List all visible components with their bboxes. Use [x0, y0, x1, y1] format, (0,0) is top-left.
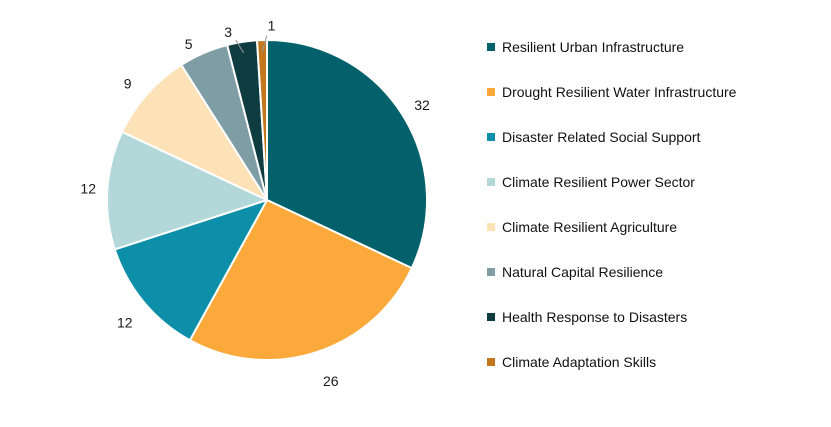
- legend-swatch-icon: [487, 43, 495, 51]
- legend-swatch-icon: [487, 178, 495, 186]
- legend-label: Climate Resilient Agriculture: [502, 219, 678, 235]
- legend-label: Disaster Related Social Support: [502, 129, 701, 145]
- leader-line-health-response-to-disasters: [235, 39, 245, 54]
- legend-item-health-response-to-disasters: Health Response to Disasters: [487, 309, 736, 325]
- pie-slice-resilient-urban-infrastructure: [266, 39, 428, 270]
- pie-slice-climate-adaptation-skills: [256, 38, 268, 201]
- leader-line-climate-adaptation-skills: [261, 35, 268, 52]
- pie-slice-disaster-related-social-support: [113, 199, 268, 342]
- slice-value-label: 26: [323, 373, 339, 389]
- slice-value-label: 3: [224, 24, 232, 40]
- legend-item-climate-resilient-agriculture: Climate Resilient Agriculture: [487, 219, 736, 235]
- legend-item-disaster-related-social-support: Disaster Related Social Support: [487, 129, 736, 145]
- legend-item-climate-adaptation-skills: Climate Adaptation Skills: [487, 354, 736, 370]
- slice-value-label: 32: [414, 97, 430, 113]
- legend-swatch-icon: [487, 358, 495, 366]
- legend-label: Climate Adaptation Skills: [502, 354, 657, 370]
- pie-slice-climate-resilient-agriculture: [121, 63, 268, 201]
- legend-item-climate-resilient-power-sector: Climate Resilient Power Sector: [487, 174, 736, 190]
- slice-value-label: 9: [124, 76, 132, 92]
- legend-swatch-icon: [487, 133, 495, 141]
- legend-swatch-icon: [487, 88, 495, 96]
- legend-label: Natural Capital Resilience: [502, 264, 664, 280]
- legend-swatch-icon: [487, 268, 495, 276]
- legend-item-drought-resilient-water-infrastructure: Drought Resilient Water Infrastructure: [487, 84, 736, 100]
- slice-value-label: 1: [268, 18, 276, 34]
- legend-label: Climate Resilient Power Sector: [502, 174, 695, 190]
- pie-slice-climate-resilient-power-sector: [105, 130, 268, 251]
- legend: Resilient Urban Infrastructure Drought Re…: [487, 39, 736, 399]
- legend-item-natural-capital-resilience: Natural Capital Resilience: [487, 264, 736, 280]
- legend-label: Health Response to Disasters: [502, 309, 688, 325]
- slice-value-label: 12: [80, 181, 96, 197]
- legend-label: Drought Resilient Water Infrastructure: [502, 84, 737, 100]
- legend-item-resilient-urban-infrastructure: Resilient Urban Infrastructure: [487, 39, 736, 55]
- legend-swatch-icon: [487, 313, 495, 321]
- legend-label: Resilient Urban Infrastructure: [502, 39, 685, 55]
- pie-chart: 32 26 12 12 9 5 3 1: [80, 18, 430, 389]
- slice-value-label: 12: [117, 314, 133, 330]
- legend-swatch-icon: [487, 223, 495, 231]
- slice-value-label: 5: [185, 36, 193, 52]
